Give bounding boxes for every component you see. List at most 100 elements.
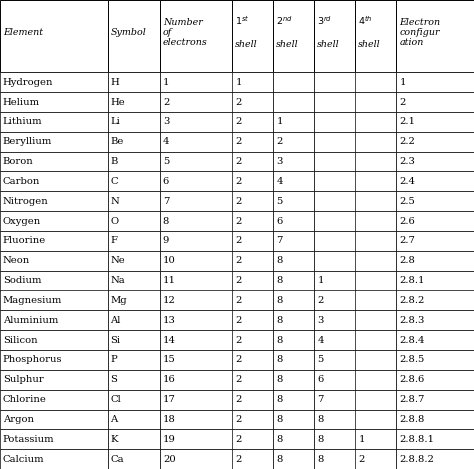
Text: 2: 2: [276, 137, 283, 146]
Text: 2.6: 2.6: [399, 217, 415, 226]
Bar: [356, 112, 396, 132]
Text: 2.5: 2.5: [399, 197, 415, 206]
Bar: [315, 211, 356, 231]
Text: Si: Si: [110, 336, 120, 345]
Text: Helium: Helium: [3, 98, 40, 106]
Bar: [396, 191, 474, 211]
Bar: [315, 231, 356, 251]
Bar: [356, 390, 396, 409]
Text: 9: 9: [163, 236, 169, 245]
Bar: [356, 350, 396, 370]
Text: 2.4: 2.4: [399, 177, 415, 186]
Text: Magnesium: Magnesium: [3, 296, 62, 305]
Bar: [108, 151, 160, 172]
Text: 11: 11: [163, 276, 176, 285]
Text: 8: 8: [276, 395, 283, 404]
Bar: [0, 251, 108, 271]
Text: $3^{rd}$: $3^{rd}$: [318, 15, 332, 27]
Bar: [273, 390, 315, 409]
Bar: [273, 429, 315, 449]
Text: Phosphorus: Phosphorus: [3, 356, 63, 364]
Bar: [356, 330, 396, 350]
Bar: [356, 409, 396, 429]
Text: 19: 19: [163, 435, 176, 444]
Bar: [356, 72, 396, 92]
Bar: [356, 290, 396, 310]
Text: A: A: [110, 415, 118, 424]
Text: shell: shell: [236, 40, 258, 49]
Bar: [273, 132, 315, 151]
Bar: [396, 409, 474, 429]
Text: Na: Na: [110, 276, 125, 285]
Text: Calcium: Calcium: [3, 454, 45, 463]
Text: 4: 4: [163, 137, 169, 146]
Text: K: K: [110, 435, 118, 444]
Bar: [356, 211, 396, 231]
Bar: [315, 72, 356, 92]
Bar: [273, 350, 315, 370]
Bar: [315, 271, 356, 290]
Text: S: S: [110, 375, 117, 384]
Text: 2: 2: [236, 435, 242, 444]
Bar: [315, 112, 356, 132]
Text: Ne: Ne: [110, 256, 125, 265]
Bar: [315, 350, 356, 370]
Bar: [396, 310, 474, 330]
Bar: [0, 370, 108, 390]
Text: 1: 1: [236, 78, 242, 87]
Text: 8: 8: [318, 435, 324, 444]
Bar: [0, 409, 108, 429]
Bar: [233, 350, 273, 370]
Text: $4^{th}$: $4^{th}$: [358, 15, 373, 27]
Bar: [396, 92, 474, 112]
Bar: [0, 290, 108, 310]
Text: Oxygen: Oxygen: [3, 217, 41, 226]
Bar: [315, 449, 356, 469]
Bar: [315, 409, 356, 429]
Bar: [160, 330, 233, 350]
Bar: [108, 429, 160, 449]
Bar: [356, 172, 396, 191]
Bar: [108, 449, 160, 469]
Text: H: H: [110, 78, 119, 87]
Text: Fluorine: Fluorine: [3, 236, 46, 245]
Text: 2.8: 2.8: [399, 256, 415, 265]
Bar: [160, 151, 233, 172]
Text: Ca: Ca: [110, 454, 124, 463]
Bar: [160, 72, 233, 92]
Bar: [0, 191, 108, 211]
Bar: [108, 132, 160, 151]
Bar: [315, 251, 356, 271]
Bar: [315, 132, 356, 151]
Bar: [356, 310, 396, 330]
Text: 2: 2: [236, 137, 242, 146]
Text: 2: 2: [236, 356, 242, 364]
Text: 2: 2: [236, 316, 242, 325]
Text: 8: 8: [276, 276, 283, 285]
Bar: [315, 151, 356, 172]
Text: 14: 14: [163, 336, 176, 345]
Text: 17: 17: [163, 395, 176, 404]
Bar: [233, 151, 273, 172]
Text: Lithium: Lithium: [3, 117, 43, 127]
Text: 2: 2: [163, 98, 169, 106]
Bar: [160, 429, 233, 449]
Bar: [160, 191, 233, 211]
Bar: [108, 310, 160, 330]
Bar: [396, 132, 474, 151]
Bar: [273, 370, 315, 390]
Text: 2: 2: [236, 336, 242, 345]
Bar: [396, 72, 474, 92]
Text: 2: 2: [236, 375, 242, 384]
Bar: [0, 112, 108, 132]
Text: 2.8.7: 2.8.7: [399, 395, 425, 404]
Bar: [0, 172, 108, 191]
Text: 2: 2: [236, 454, 242, 463]
Bar: [160, 172, 233, 191]
Bar: [273, 172, 315, 191]
Text: F: F: [110, 236, 118, 245]
Bar: [315, 191, 356, 211]
Text: 2: 2: [236, 395, 242, 404]
Bar: [356, 251, 396, 271]
Text: 2: 2: [358, 454, 365, 463]
